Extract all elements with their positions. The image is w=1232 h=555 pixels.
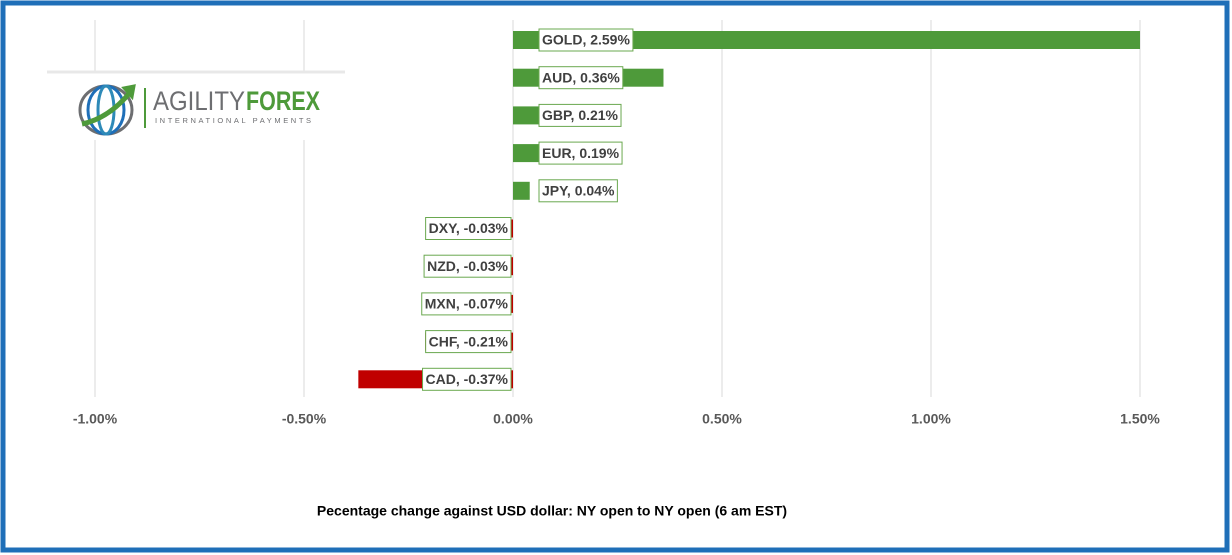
chart-title: Pecentage change against USD dollar: NY … xyxy=(317,503,787,519)
x-tick-label: 1.00% xyxy=(911,411,951,427)
bar xyxy=(513,31,1140,49)
x-tick-label: -1.00% xyxy=(73,411,118,427)
data-label-box xyxy=(425,217,512,240)
data-label-box xyxy=(538,179,618,203)
data-label-box xyxy=(538,141,623,165)
data-label: CAD, -0.37% xyxy=(426,371,509,387)
data-label: MXN, -0.07% xyxy=(425,296,509,312)
x-tick-label: -0.50% xyxy=(282,411,327,427)
x-tick-label: 0.50% xyxy=(702,411,742,427)
data-label-box xyxy=(421,292,512,316)
data-label: EUR, 0.19% xyxy=(542,145,620,161)
data-label-box xyxy=(423,254,512,278)
data-label: DXY, -0.03% xyxy=(429,220,509,236)
data-label-box xyxy=(538,28,634,52)
data-label: GOLD, 2.59% xyxy=(542,32,630,48)
logo-icon xyxy=(78,84,136,136)
data-label: AUD, 0.36% xyxy=(542,69,620,85)
data-label-box xyxy=(422,367,512,391)
data-label: JPY, 0.04% xyxy=(542,183,615,199)
data-label: GBP, 0.21% xyxy=(542,107,619,123)
logo: AGILITY FOREX INTERNATIONAL PAYMENTS xyxy=(47,70,345,140)
data-label: NZD, -0.03% xyxy=(427,258,508,274)
logo-tagline: INTERNATIONAL PAYMENTS xyxy=(155,116,314,125)
x-tick-label: 1.50% xyxy=(1120,411,1160,427)
x-tick-label: 0.00% xyxy=(493,411,533,427)
data-label-box xyxy=(538,66,624,90)
logo-brand-right: FOREX xyxy=(246,86,320,116)
data-label-box xyxy=(425,330,512,354)
bar xyxy=(513,181,530,200)
data-label-box xyxy=(538,103,622,127)
data-label: CHF, -0.21% xyxy=(429,333,509,349)
logo-brand-left: AGILITY xyxy=(153,86,245,116)
